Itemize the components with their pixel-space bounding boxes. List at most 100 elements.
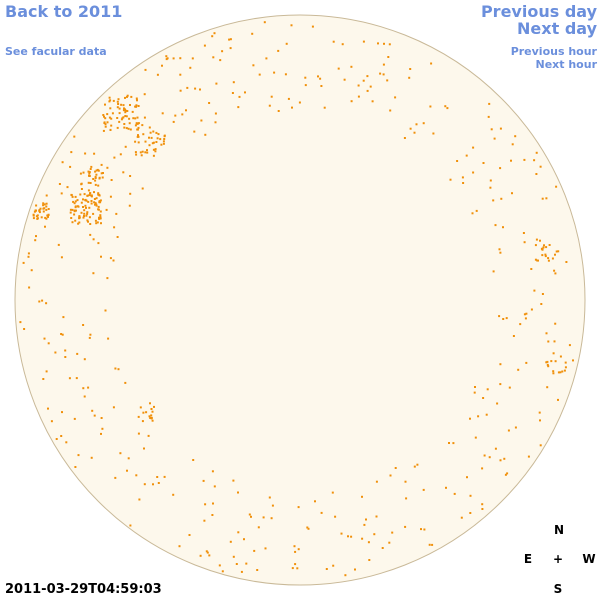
facula-dot xyxy=(502,226,504,229)
facula-dot xyxy=(456,160,459,162)
facula-dot xyxy=(559,371,562,374)
facula-dot xyxy=(138,498,141,501)
facula-dot xyxy=(472,171,475,174)
facular-link[interactable]: See facular data xyxy=(5,45,107,58)
facula-dot xyxy=(77,222,80,225)
next-day[interactable]: Next day xyxy=(517,19,597,38)
facula-dot xyxy=(34,239,37,242)
facula-dot xyxy=(45,202,48,205)
facula-dot xyxy=(76,352,79,355)
facula-dot xyxy=(172,493,175,496)
facula-dot xyxy=(499,383,502,386)
facula-dot xyxy=(554,360,557,363)
facula-dot xyxy=(99,214,102,217)
facula-dot xyxy=(503,457,506,460)
facula-dot xyxy=(142,411,145,414)
facula-dot xyxy=(127,127,130,130)
facula-dot xyxy=(377,42,379,45)
facula-dot xyxy=(127,457,130,460)
facula-dot xyxy=(211,35,214,38)
facula-dot xyxy=(137,141,140,144)
facula-dot xyxy=(97,192,100,195)
facula-dot xyxy=(90,165,93,168)
facula-dot xyxy=(432,132,435,135)
facula-dot xyxy=(70,151,73,154)
facula-dot xyxy=(179,57,182,60)
facula-dot xyxy=(243,538,245,541)
facula-dot xyxy=(535,173,538,175)
facula-dot xyxy=(157,133,160,136)
facula-dot xyxy=(460,516,463,519)
facula-dot xyxy=(238,95,241,98)
facula-dot xyxy=(489,186,492,189)
facula-dot xyxy=(166,57,169,60)
facula-dot xyxy=(94,179,97,182)
facula-dot xyxy=(245,562,248,565)
facula-dot xyxy=(490,128,493,131)
facula-dot xyxy=(483,454,486,457)
facula-dot xyxy=(304,76,307,79)
facula-dot xyxy=(341,43,344,46)
facula-dot xyxy=(539,165,542,168)
facula-dot xyxy=(404,525,407,528)
facula-dot xyxy=(134,140,137,143)
facula-dot xyxy=(296,567,299,570)
facula-dot xyxy=(548,244,551,246)
facula-dot xyxy=(97,193,100,196)
facula-dot xyxy=(473,391,476,394)
facula-dot xyxy=(82,387,85,390)
facula-dot xyxy=(151,419,154,422)
facula-dot xyxy=(524,317,527,320)
facula-dot xyxy=(150,416,153,419)
facula-dot xyxy=(65,441,68,444)
facula-dot xyxy=(215,82,218,85)
facula-dot xyxy=(375,480,378,483)
previous-hour[interactable]: Previous hour xyxy=(510,45,597,58)
facula-dot xyxy=(431,543,434,546)
facula-dot xyxy=(130,95,133,98)
back-link[interactable]: Back to 2011 xyxy=(5,2,123,21)
facula-dot xyxy=(523,313,526,316)
facula-dot xyxy=(122,109,125,112)
facula-dot xyxy=(40,216,43,219)
facula-dot xyxy=(492,199,495,202)
facula-dot xyxy=(361,537,364,540)
facula-dot xyxy=(534,244,537,247)
facula-dot xyxy=(93,191,95,194)
facula-dot xyxy=(156,73,159,76)
facula-dot xyxy=(214,112,217,115)
facula-dot xyxy=(555,185,558,188)
facula-dot xyxy=(88,194,91,197)
facula-dot xyxy=(116,236,119,238)
facula-dot xyxy=(113,226,116,229)
facula-dot xyxy=(83,215,85,217)
facula-dot xyxy=(263,21,266,24)
facula-dot xyxy=(488,456,491,459)
facula-dot xyxy=(83,193,86,196)
facula-dot xyxy=(41,299,44,302)
facula-dot xyxy=(291,106,293,109)
facula-dot xyxy=(545,332,548,335)
facula-dot xyxy=(116,100,119,103)
facula-dot xyxy=(539,444,542,447)
facula-dot xyxy=(124,96,126,99)
facula-dot xyxy=(106,166,109,169)
facula-dot xyxy=(144,68,147,71)
next-hour[interactable]: Next hour xyxy=(535,58,598,71)
facula-dot xyxy=(546,363,549,366)
facula-dot xyxy=(237,491,239,494)
compass-north: N xyxy=(553,523,565,537)
facula-dot xyxy=(89,182,92,184)
facula-dot xyxy=(82,216,85,219)
facula-dot xyxy=(496,402,499,405)
facula-dot xyxy=(145,411,148,414)
facula-dot xyxy=(68,377,71,380)
facula-dot xyxy=(517,368,520,371)
previous-day[interactable]: Previous day xyxy=(480,2,597,21)
facula-dot xyxy=(60,435,63,437)
facula-dot xyxy=(545,197,548,200)
facula-dot xyxy=(506,472,509,475)
facula-dot xyxy=(87,170,90,173)
facula-dot xyxy=(544,253,547,256)
facula-dot xyxy=(70,193,73,196)
